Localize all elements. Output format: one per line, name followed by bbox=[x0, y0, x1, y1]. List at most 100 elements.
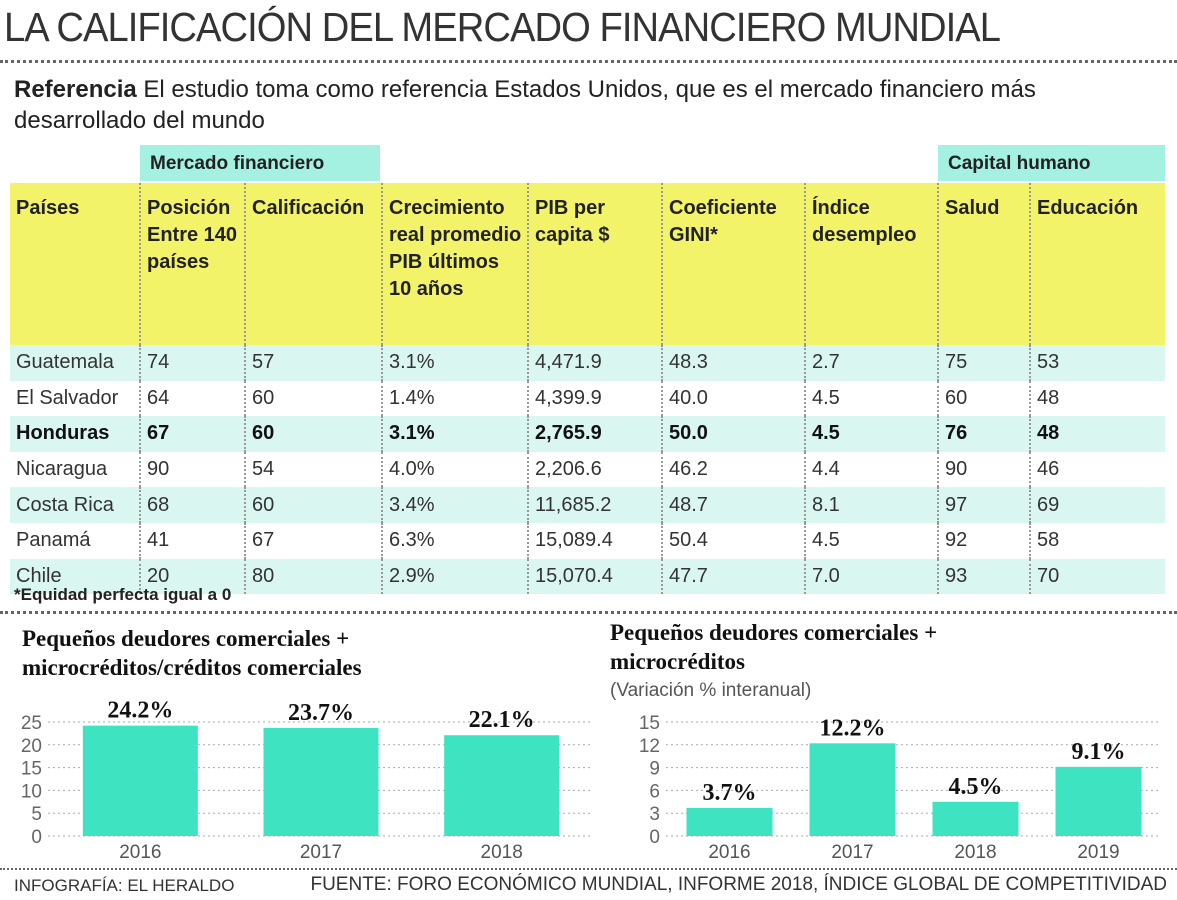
table-cell: 2.9% bbox=[382, 558, 529, 595]
bar bbox=[809, 743, 896, 836]
value-label: 4.5% bbox=[949, 774, 1003, 800]
group-header: Capital humano bbox=[938, 145, 1165, 181]
table-cell: 75 bbox=[938, 345, 1031, 381]
column-header: Posición Entre 140 países bbox=[140, 183, 246, 345]
table-cell: 4.5 bbox=[805, 380, 939, 417]
y-tick-label: 0 bbox=[649, 827, 660, 848]
y-tick-label: 0 bbox=[31, 827, 42, 848]
y-tick-label: 25 bbox=[21, 713, 42, 734]
chart-title: Pequeños deudores comerciales + microcré… bbox=[22, 626, 362, 680]
y-tick-label: 10 bbox=[21, 781, 42, 802]
table-cell: Panamá bbox=[10, 522, 141, 559]
table-cell: 60 bbox=[245, 416, 383, 452]
table-cell: 90 bbox=[938, 451, 1031, 488]
column-header: Salud bbox=[938, 183, 1031, 345]
table-cell: 54 bbox=[245, 451, 383, 488]
table-cell: 2,765.9 bbox=[528, 416, 663, 452]
table-cell: 4.5 bbox=[805, 522, 939, 559]
source: FUENTE: FORO ECONÓMICO MUNDIAL, INFORME … bbox=[310, 874, 1167, 895]
value-label: 3.7% bbox=[703, 780, 757, 806]
column-header: Países bbox=[10, 183, 141, 345]
table-cell: 58 bbox=[1030, 522, 1165, 559]
table-row: Panamá 41 67 6.3% 15,089.4 50.4 4.5 92 58 bbox=[10, 522, 1165, 559]
table-row: Nicaragua 90 54 4.0% 2,206.6 46.2 4.4 90 46 bbox=[10, 451, 1165, 488]
table-cell: 60 bbox=[938, 380, 1031, 417]
table-body: Guatemala 74 57 3.1% 4,471.9 48.3 2.7 75 53 El Sa… bbox=[10, 345, 1165, 595]
table-cell: 8.1 bbox=[805, 487, 939, 523]
table-cell: 64 bbox=[140, 380, 246, 417]
table-cell: 53 bbox=[1030, 345, 1165, 381]
table-cell: 4,471.9 bbox=[528, 345, 663, 381]
table-cell: 50.4 bbox=[662, 522, 806, 559]
value-label: 24.2% bbox=[107, 698, 173, 724]
value-label: 12.2% bbox=[820, 715, 886, 741]
table-cell: 57 bbox=[245, 345, 383, 381]
table-cell: Chile bbox=[10, 558, 141, 595]
table-cell: 48 bbox=[1030, 416, 1165, 452]
table-cell: 6.3% bbox=[382, 522, 529, 559]
table-cell: 4,399.9 bbox=[528, 380, 663, 417]
table-cell: 15,089.4 bbox=[528, 522, 663, 559]
table-cell: Honduras bbox=[10, 416, 141, 452]
table-cell: 3.4% bbox=[382, 487, 529, 523]
table-cell: Guatemala bbox=[10, 345, 141, 381]
column-header: Crecimiento real promedio PIB últimos 10… bbox=[382, 183, 529, 345]
bar bbox=[263, 727, 379, 836]
table-cell: 76 bbox=[938, 416, 1031, 452]
table-cell: 48 bbox=[1030, 380, 1165, 417]
table-cell: 4.0% bbox=[382, 451, 529, 488]
column-header: Índice desempleo bbox=[805, 183, 939, 345]
table-cell: 93 bbox=[938, 558, 1031, 595]
divider bbox=[0, 868, 1177, 870]
data-table: Países Posición Entre 140 países Calificac… bbox=[10, 183, 1165, 595]
x-tick-label: 2017 bbox=[300, 842, 342, 863]
chart-subtitle: (Variación % interanual) bbox=[610, 680, 812, 701]
table-cell: 97 bbox=[938, 487, 1031, 523]
divider bbox=[0, 611, 1177, 614]
table-cell: 68 bbox=[140, 487, 246, 523]
table-cell: 20 bbox=[140, 558, 246, 595]
table-cell: 40.0 bbox=[662, 380, 806, 417]
y-tick-label: 15 bbox=[21, 759, 42, 780]
reference: Referencia El estudio toma como referenc… bbox=[14, 74, 1164, 136]
bar bbox=[1055, 766, 1142, 836]
table-cell: 67 bbox=[245, 522, 383, 559]
bar bbox=[686, 807, 773, 836]
table-cell: 7.0 bbox=[805, 558, 939, 595]
value-label: 23.7% bbox=[288, 700, 354, 726]
table-cell: 4.5 bbox=[805, 416, 939, 452]
table-cell: 3.1% bbox=[382, 416, 529, 452]
table-cell: 2.7 bbox=[805, 345, 939, 381]
x-tick-label: 2016 bbox=[708, 842, 750, 863]
y-tick-label: 3 bbox=[649, 804, 660, 825]
table-cell: 15,070.4 bbox=[528, 558, 663, 595]
table-cell: 60 bbox=[245, 380, 383, 417]
table-row: El Salvador 64 60 1.4% 4,399.9 40.0 4.5 60 48 bbox=[10, 380, 1165, 417]
table-cell: 48.7 bbox=[662, 487, 806, 523]
column-header: Educación bbox=[1030, 183, 1165, 345]
column-header: PIB per capita $ bbox=[528, 183, 663, 345]
x-tick-label: 2018 bbox=[954, 842, 996, 863]
chart-title: Pequeños deudores comerciales + microcré… bbox=[610, 620, 938, 674]
table-cell: 92 bbox=[938, 522, 1031, 559]
table-cell: Costa Rica bbox=[10, 487, 141, 523]
x-tick-label: 2019 bbox=[1077, 842, 1119, 863]
credit: INFOGRAFÍA: EL HERALDO bbox=[14, 876, 235, 895]
table-cell: 41 bbox=[140, 522, 246, 559]
table-cell: 46.2 bbox=[662, 451, 806, 488]
table-cell: 67 bbox=[140, 416, 246, 452]
reference-label: Referencia bbox=[14, 76, 137, 103]
table-cell: 46 bbox=[1030, 451, 1165, 488]
bar bbox=[444, 735, 560, 836]
table-cell: 1.4% bbox=[382, 380, 529, 417]
y-tick-label: 15 bbox=[639, 713, 660, 734]
divider bbox=[0, 60, 1177, 63]
column-header: Calificación bbox=[245, 183, 383, 345]
column-header: Coeficiente GINI* bbox=[662, 183, 806, 345]
table-cell: 11,685.2 bbox=[528, 487, 663, 523]
table-row: Costa Rica 68 60 3.4% 11,685.2 48.7 8.1 97 69 bbox=[10, 487, 1165, 523]
table-cell: 80 bbox=[245, 558, 383, 595]
table-cell: 4.4 bbox=[805, 451, 939, 488]
